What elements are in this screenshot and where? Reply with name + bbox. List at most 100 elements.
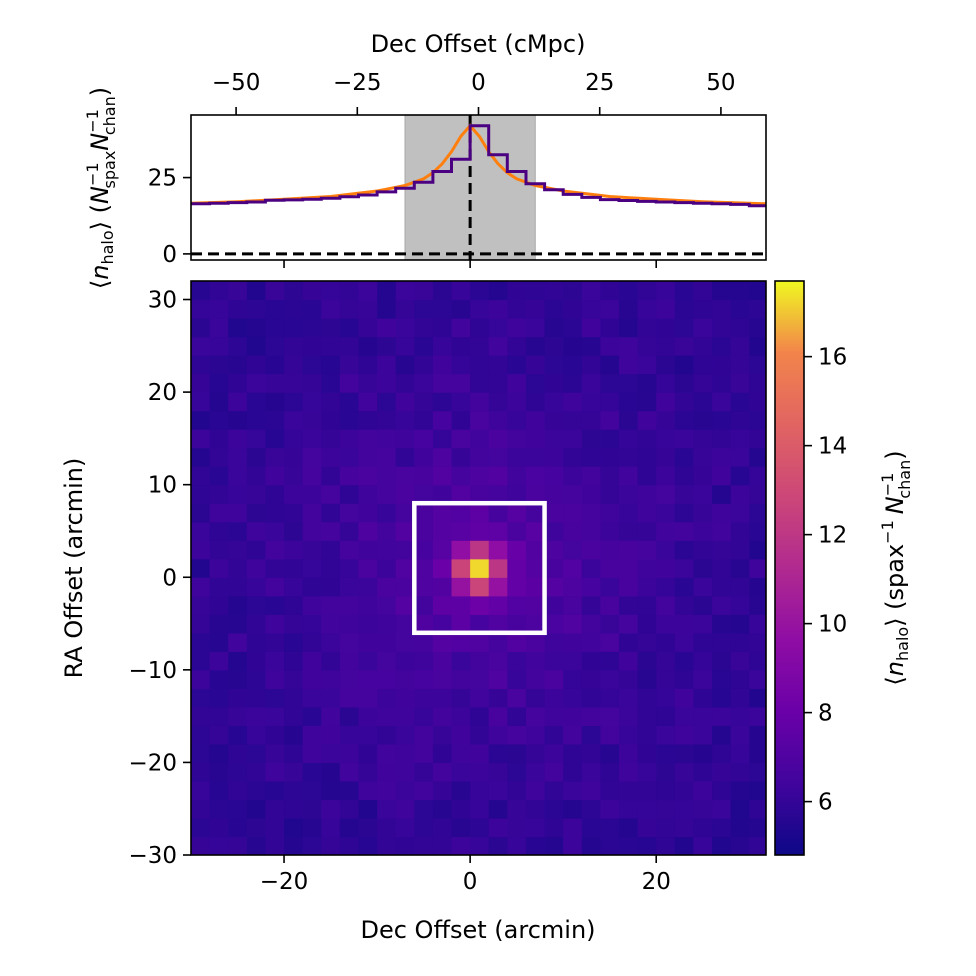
x-axis-label: Dec Offset (arcmin) bbox=[360, 916, 595, 944]
heatmap-cell bbox=[730, 706, 750, 726]
heatmap-cell bbox=[674, 410, 695, 430]
heatmap-cell bbox=[637, 614, 657, 634]
heatmap-cell bbox=[712, 762, 732, 782]
colorbar-tick-label: 10 bbox=[818, 612, 847, 638]
heatmap-cell bbox=[581, 743, 601, 764]
heatmap-cell bbox=[581, 595, 601, 615]
heatmap-cell bbox=[321, 447, 341, 467]
heatmap-cell bbox=[358, 706, 378, 726]
heatmap-cell bbox=[228, 410, 248, 430]
heatmap-cell bbox=[209, 503, 229, 523]
heatmap-cell bbox=[730, 836, 750, 855]
heatmap-cell bbox=[730, 447, 750, 467]
heatmap-cell bbox=[581, 429, 601, 449]
heatmap-cell bbox=[749, 725, 766, 745]
heatmap-cell bbox=[265, 503, 285, 523]
heatmap-cell bbox=[563, 799, 583, 819]
heatmap-cell bbox=[674, 299, 695, 319]
heatmap-cell bbox=[358, 595, 378, 615]
heatmap-cell bbox=[265, 484, 285, 504]
heatmap-cell bbox=[730, 577, 750, 597]
heatmap-cell bbox=[432, 651, 453, 671]
heatmap-cell bbox=[209, 558, 229, 578]
x-tick-label: 0 bbox=[463, 869, 478, 895]
heatmap-cell bbox=[730, 817, 750, 838]
heatmap-cell bbox=[507, 743, 527, 764]
heatmap-cell bbox=[488, 836, 508, 855]
heatmap-cell bbox=[209, 577, 229, 597]
heatmap-cell bbox=[525, 410, 546, 430]
heatmap-cell bbox=[321, 743, 341, 764]
heatmap-cell bbox=[358, 632, 378, 652]
heatmap-cell bbox=[228, 299, 248, 319]
heatmap-cell bbox=[432, 799, 453, 819]
heatmap-cell bbox=[544, 540, 564, 560]
heatmap-cell bbox=[563, 614, 583, 634]
heatmap-cell bbox=[432, 318, 453, 338]
heatmap-cell bbox=[377, 410, 397, 430]
heatmap-cell bbox=[507, 762, 527, 782]
heatmap-cell bbox=[302, 725, 322, 745]
heatmap-cell bbox=[302, 299, 322, 319]
heatmap-cell bbox=[730, 762, 750, 782]
heatmap-cell bbox=[507, 336, 527, 356]
heatmap-cell bbox=[712, 799, 732, 819]
heatmap-cell bbox=[618, 836, 639, 855]
heatmap-cell bbox=[191, 336, 211, 356]
heatmap-cell bbox=[395, 540, 415, 560]
heatmap-cell bbox=[674, 799, 695, 819]
heatmap-cell bbox=[228, 503, 248, 523]
heatmap-cell bbox=[432, 503, 453, 523]
heatmap-cell bbox=[377, 503, 397, 523]
heatmap-cell bbox=[377, 392, 397, 412]
heatmap-cell bbox=[544, 392, 564, 412]
heatmap-cell bbox=[191, 651, 211, 671]
heatmap-cell bbox=[228, 373, 248, 393]
heatmap-cell bbox=[191, 614, 211, 634]
heatmap-cell bbox=[284, 614, 304, 634]
heatmap-cell bbox=[656, 632, 676, 652]
heatmap-cell bbox=[377, 447, 397, 467]
heatmap-cell bbox=[432, 817, 453, 838]
heatmap-cell bbox=[730, 521, 750, 541]
heatmap-cell bbox=[191, 281, 211, 301]
y-tick-label: 0 bbox=[162, 565, 177, 591]
heatmap-cell bbox=[656, 595, 676, 615]
heatmap-cell bbox=[749, 540, 766, 560]
heatmap-cell bbox=[749, 503, 766, 523]
heatmap-cell bbox=[228, 355, 248, 375]
heatmap-cell bbox=[265, 780, 285, 801]
heatmap-cell bbox=[581, 577, 601, 597]
heatmap-cell bbox=[191, 836, 211, 855]
heatmap-cell bbox=[544, 762, 564, 782]
heatmap-cell bbox=[712, 503, 732, 523]
heatmap-cell bbox=[507, 392, 527, 412]
heatmap-cell bbox=[302, 614, 322, 634]
heatmap-cell bbox=[693, 503, 713, 523]
heatmap-cell bbox=[656, 429, 676, 449]
heatmap-cell bbox=[228, 817, 248, 838]
heatmap-cell bbox=[284, 762, 304, 782]
heatmap-cell bbox=[637, 817, 657, 838]
heatmap-cell bbox=[749, 558, 766, 578]
heatmap-cell bbox=[228, 392, 248, 412]
heatmap-cell bbox=[600, 521, 620, 541]
heatmap-cell bbox=[191, 669, 211, 689]
heatmap-cell bbox=[674, 595, 695, 615]
heatmap-cell bbox=[414, 817, 434, 838]
heatmap-cell bbox=[525, 318, 546, 338]
heatmap-cell bbox=[451, 799, 471, 819]
heatmap-cell bbox=[209, 725, 229, 745]
heatmap-cell bbox=[712, 281, 732, 301]
heatmap-cell bbox=[414, 558, 434, 578]
heatmap-cell bbox=[656, 762, 676, 782]
heatmap-cell bbox=[228, 799, 248, 819]
y-tick-label: 20 bbox=[148, 380, 177, 406]
heatmap-cell bbox=[321, 540, 341, 560]
heatmap-cell bbox=[470, 817, 490, 838]
heatmap-cell bbox=[637, 373, 657, 393]
heatmap-cell bbox=[674, 762, 695, 782]
heatmap-cell bbox=[470, 447, 490, 467]
heatmap-cell bbox=[581, 392, 601, 412]
heatmap-cell bbox=[302, 836, 322, 855]
